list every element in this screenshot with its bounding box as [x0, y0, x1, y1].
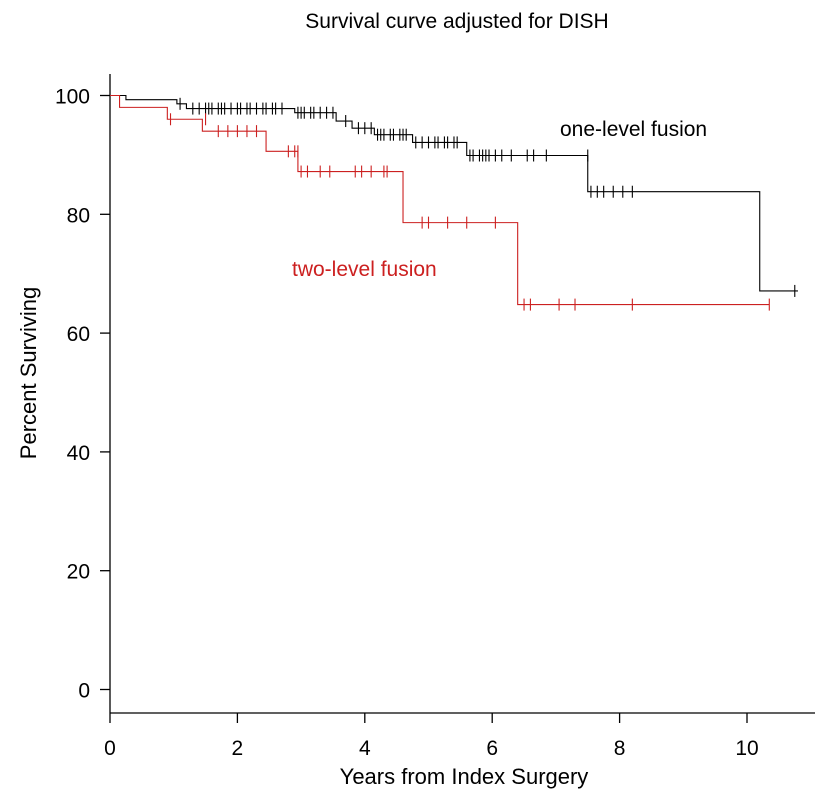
series-0	[110, 94, 798, 297]
y-tick-label: 60	[67, 323, 90, 346]
x-tick-label: 8	[614, 737, 626, 760]
y-tick-label: 0	[78, 680, 90, 703]
x-tick-label: 2	[232, 737, 244, 760]
y-axis-label: Percent Surviving	[16, 287, 41, 459]
y-tick-label: 40	[67, 442, 90, 465]
x-tick-label: 4	[359, 737, 371, 760]
y-tick-label: 20	[67, 561, 90, 584]
chart-title: Survival curve adjusted for DISH	[305, 10, 608, 33]
y-tick-label: 80	[67, 204, 90, 227]
y-tick-label: 100	[55, 86, 90, 109]
y-ticks: 0 20 40 60 80 100	[55, 86, 110, 703]
survival-step-line	[110, 94, 798, 292]
series-label-one-level-fusion: one-level fusion	[560, 118, 707, 141]
x-tick-label: 6	[486, 737, 498, 760]
series-1	[110, 94, 770, 311]
x-tick-label: 10	[735, 737, 758, 760]
axes	[109, 74, 815, 714]
series-layer	[110, 94, 798, 311]
series-label-two-level-fusion: two-level fusion	[292, 258, 437, 281]
x-ticks: 0 2 4 6 8 10	[104, 713, 759, 760]
x-axis-label: Years from Index Surgery	[340, 764, 589, 789]
survival-step-line	[110, 94, 770, 306]
x-tick-label: 0	[104, 737, 116, 760]
